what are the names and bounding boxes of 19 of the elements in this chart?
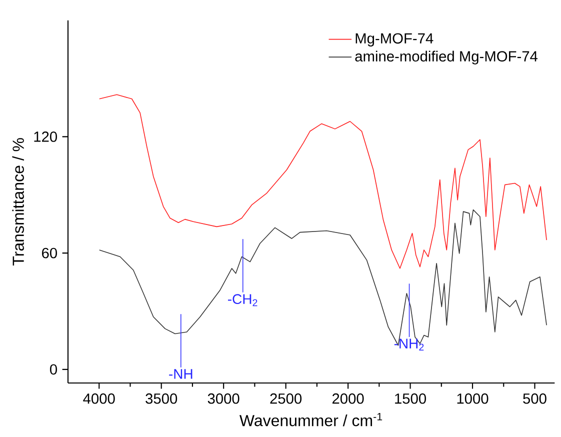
legend-label: amine-modified Mg-MOF-74: [355, 50, 538, 64]
x-tick-label: 1000: [457, 393, 488, 404]
y-axis-title: Transmittance / %: [12, 138, 24, 266]
annotation: -NH: [169, 369, 192, 379]
x-axis-title: Wavenummer / cm$^{-1}$: [239, 412, 382, 426]
annotation: -CH$_{2}$: [228, 294, 258, 306]
x-tick-label: 2500: [270, 393, 302, 404]
x-tick-label: 4000: [83, 393, 115, 404]
line-series: [98, 94, 547, 269]
x-tick-label: 3000: [208, 393, 240, 404]
x-tick-label: 2000: [332, 393, 364, 404]
annotation: -NH$_{2}$: [394, 338, 424, 351]
y-tick-label: 60: [42, 248, 58, 258]
x-tick-label: 3500: [146, 393, 178, 404]
y-tick-label: 0: [50, 364, 58, 375]
y-tick-label: 120: [34, 132, 57, 142]
x-tick-label: 1500: [395, 393, 426, 404]
x-tick-label: 500: [523, 393, 546, 404]
legend-label: Mg-MOF-74: [356, 33, 434, 46]
